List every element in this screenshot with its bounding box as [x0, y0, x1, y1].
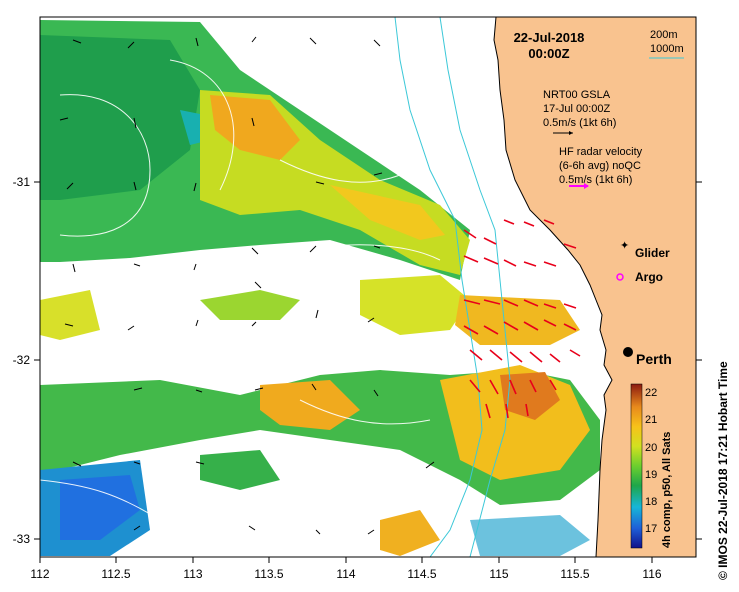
- cb-tick-18: 18: [645, 496, 657, 508]
- argo-label: Argo: [635, 270, 663, 284]
- radar-line2: (6-6h avg) noQC: [559, 160, 641, 172]
- perth-marker: [623, 347, 633, 357]
- x-tick-112-5: 112.5: [101, 567, 130, 581]
- x-tick-113: 113: [183, 567, 202, 581]
- y-tick-minus-31: -31: [13, 175, 31, 189]
- cb-tick-22: 22: [645, 387, 657, 399]
- x-tick-113-5: 113.5: [254, 567, 283, 581]
- gsla-contours: [40, 59, 441, 521]
- x-tick-114-5: 114.5: [407, 567, 436, 581]
- argo-symbol: [616, 273, 624, 281]
- depth-label-1000: 1000m: [650, 43, 684, 55]
- x-axis: 112 112.5 113 113.5 114 114.5 115 115.5 …: [30, 557, 662, 581]
- depth-contours: [394, 17, 511, 557]
- gsla-scale-arrowhead: [569, 131, 573, 135]
- gsla-line2: 17-Jul 00:00Z: [543, 103, 611, 115]
- radar-scale: 0.5m/s (1kt 6h): [559, 174, 632, 186]
- depth-label-200: 200m: [650, 29, 678, 41]
- radar-line1: HF radar velocity: [559, 146, 643, 158]
- cb-tick-17: 17: [645, 523, 657, 535]
- colorbar-label: 4h comp, p50, All Sats: [661, 432, 673, 548]
- x-tick-115-5: 115.5: [560, 567, 589, 581]
- cb-tick-20: 20: [645, 442, 657, 454]
- credit-text: © IMOS 22-Jul-2018 17:21 Hobart Time: [716, 361, 730, 580]
- x-tick-116: 116: [642, 567, 661, 581]
- colorbar: 22 21 20 19 18 17 4h comp, p50, All Sats: [630, 383, 673, 549]
- map-time: 00:00Z: [528, 46, 569, 61]
- sst-field: [40, 20, 600, 556]
- radar-scale-arrowhead: [584, 183, 589, 189]
- perth-label: Perth: [636, 351, 672, 367]
- glider-label: Glider: [635, 246, 670, 260]
- glider-symbol: ✦: [620, 240, 629, 252]
- radar-arrows: [463, 219, 581, 419]
- cb-tick-19: 19: [645, 469, 657, 481]
- gsla-arrows: [59, 36, 435, 535]
- x-tick-112: 112: [30, 567, 49, 581]
- map-date: 22-Jul-2018: [514, 30, 585, 45]
- cb-tick-21: 21: [645, 414, 657, 426]
- plot-frame: [39, 16, 697, 558]
- gsla-scale: 0.5m/s (1kt 6h): [543, 117, 616, 129]
- y-axis: -31 -32 -33: [13, 175, 702, 546]
- x-tick-115: 115: [489, 567, 508, 581]
- x-tick-114: 114: [336, 567, 355, 581]
- gsla-line1: NRT00 GSLA: [543, 89, 611, 101]
- plot-area: [40, 17, 696, 557]
- land: [493, 17, 696, 557]
- y-tick-minus-32: -32: [13, 353, 31, 367]
- y-tick-minus-33: -33: [13, 532, 31, 546]
